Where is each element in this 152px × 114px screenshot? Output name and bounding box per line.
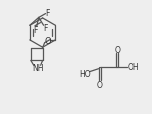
Text: F: F	[34, 25, 38, 34]
Text: NH: NH	[32, 63, 43, 72]
Text: OH: OH	[128, 63, 140, 72]
Text: HO: HO	[79, 69, 91, 78]
Text: F: F	[45, 9, 50, 18]
Text: F: F	[43, 23, 48, 32]
Text: O: O	[44, 37, 51, 46]
Text: O: O	[114, 45, 120, 54]
Text: O: O	[97, 80, 102, 89]
